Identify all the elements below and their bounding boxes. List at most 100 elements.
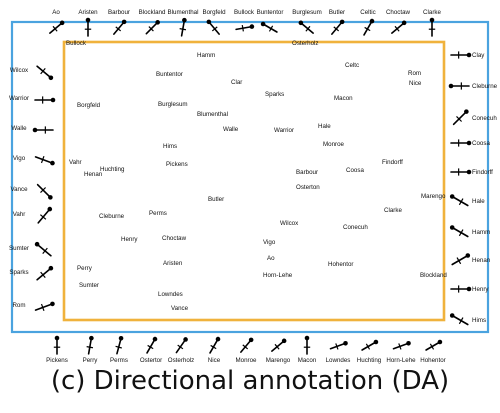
left-label-vance: Vance [10,186,28,193]
right-marker-hims [449,313,469,326]
inner-frame [62,40,446,322]
left-label-rom: Rom [12,302,25,309]
right-marker-conecuh [452,109,469,126]
top-marker-burglesum [298,20,314,34]
bottom-marker-osterholz [175,337,188,354]
inner-label-butler: Butler [208,196,224,203]
right-marker-hale [449,194,469,207]
inner-label-huchting: Huchting [100,166,125,173]
bottom-annotations: Pickens Perry Perms Ostertor Osterholz Nice Mo… [46,335,446,364]
bottom-marker-monroe [240,337,254,353]
right-label-findorff: Findorff [472,169,493,176]
top-label-celtic: Celtic [360,9,375,16]
top-annotations: Ao Aristen Barbour Blockland Blumenthal Borgf… [49,9,441,37]
top-label-clarke: Clarke [423,9,441,16]
inner-label-wilcox: Wilcox [280,220,299,227]
inner-label-cleburne: Cleburne [99,213,125,220]
right-label-conecuh: Conecuh [472,115,497,122]
inner-label-burglesum: Burglesum [158,101,188,108]
inner-label-findorff: Findorff [382,159,403,166]
bottom-marker-lowndes [329,340,348,350]
bottom-marker-huchting [361,339,379,351]
top-marker-blockland [145,20,160,35]
inner-label-lowndes: Lowndes [158,291,183,298]
bottom-marker-horn-lehe [392,340,411,350]
right-label-hims: Hims [472,317,486,324]
inner-label-perms: Perms [149,210,167,217]
outer-frame [10,20,490,334]
right-marker-clay [450,51,472,59]
bottom-label-huchting: Huchting [357,357,382,364]
inner-label-hamm: Hamm [197,52,215,59]
inner-label-choctaw: Choctaw [162,235,187,242]
top-label-aristen: Aristen [78,9,98,16]
bottom-marker-perry [86,335,94,355]
right-label-hale: Hale [472,198,485,205]
left-marker-warrior [34,96,56,104]
figure-caption: (c) Directional annotation (DA) [50,366,450,396]
inner-label-vance: Vance [171,305,189,312]
right-label-cleburne: Cleburne [472,83,498,90]
top-label-barbour: Barbour [108,9,130,16]
bottom-label-marengo: Marengo [266,357,291,364]
inner-label-perry: Perry [77,265,93,272]
bottom-marker-perms [115,335,124,355]
inner-label-osterton: Osterton [296,184,320,191]
left-marker-wilcox [36,65,54,81]
right-label-clay: Clay [472,52,485,59]
right-label-coosa: Coosa [472,140,490,147]
left-marker-rom [34,301,55,312]
bottom-label-perry: Perry [83,357,99,364]
top-marker-blumenthal [179,17,187,37]
inner-label-borgfeld: Borgfeld [77,102,101,109]
inner-label-hale: Hale [318,123,331,130]
inner-label-vigo: Vigo [263,239,276,246]
top-label-choctaw: Choctaw [386,9,411,16]
bottom-label-osterholz: Osterholz [168,357,194,364]
inner-label-sumter: Sumter [79,282,99,289]
bottom-label-macon: Macon [298,357,317,364]
bottom-label-nice: Nice [208,357,221,364]
top-label-buntentor: Buntentor [257,9,284,16]
top-marker-ao [49,20,65,34]
inner-label-bullock: Bullock [66,40,87,47]
bottom-label-hohentor: Hohentor [420,357,445,364]
right-marker-hamm [449,225,469,238]
inner-label-buntentor: Buntentor [156,71,183,78]
bottom-label-horn-lehe: Horn-Lehe [386,357,416,364]
inner-label-coosa: Coosa [346,167,364,174]
left-annotations: Wilcox Warrior Walle Vigo Vance Vahr Sumter Spa… [9,65,56,312]
left-marker-vahr [37,206,53,224]
right-marker-cleburne [448,82,470,90]
bottom-label-lowndes: Lowndes [326,357,351,364]
right-marker-henan [451,253,471,266]
left-label-vigo: Vigo [13,155,26,162]
inner-label-blumenthal: Blumenthal [197,111,228,118]
top-marker-aristen [84,17,92,37]
left-marker-vance [36,183,53,200]
inner-label-walle: Walle [223,126,239,133]
left-label-vahr: Vahr [13,211,26,218]
inner-label-marengo: Marengo [421,193,446,200]
inner-label-vahr: Vahr [69,159,82,166]
left-label-wilcox: Wilcox [10,67,29,74]
left-marker-sumter [34,241,52,257]
inner-label-rom: Rom [408,70,421,77]
inner-label-hims: Hims [163,143,177,150]
right-annotations: Clay Cleburne Conecuh Coosa Findorff Hale Hamm… [448,51,498,326]
inner-label-macon: Macon [334,95,353,102]
left-marker-sparks [36,265,54,281]
inner-label-barbour: Barbour [296,169,318,176]
top-marker-choctaw [391,20,407,34]
inner-label-conecuh: Conecuh [343,224,368,231]
bottom-label-perms: Perms [110,357,128,364]
inner-label-blockland: Blockland [420,272,447,279]
left-label-walle: Walle [11,125,27,132]
inner-label-celtc: Celtc [345,62,359,69]
bottom-marker-pickens [53,335,61,355]
inner-label-aristen: Aristen [163,260,183,267]
inner-label-sparks: Sparks [265,91,284,98]
left-label-sumter: Sumter [9,245,29,252]
left-marker-walle [32,126,54,134]
